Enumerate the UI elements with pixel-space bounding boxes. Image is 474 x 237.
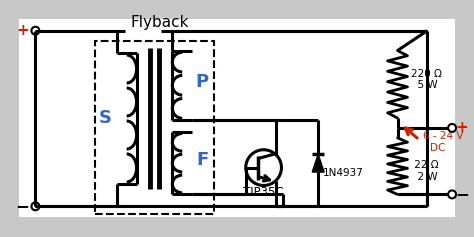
Text: +: + [16, 23, 29, 38]
Text: S: S [99, 109, 111, 127]
Polygon shape [312, 154, 324, 172]
Text: −: − [455, 185, 469, 203]
Text: +: + [456, 120, 468, 135]
Text: F: F [196, 151, 208, 169]
Text: 22 Ω
  2 W: 22 Ω 2 W [411, 160, 439, 182]
Text: TIP35C: TIP35C [243, 186, 284, 199]
Text: 6 - 24 V: 6 - 24 V [423, 131, 464, 141]
Text: P: P [196, 73, 209, 91]
FancyBboxPatch shape [18, 19, 455, 217]
Text: 1N4937: 1N4937 [323, 168, 364, 178]
Text: −: − [16, 197, 29, 215]
Text: DC: DC [430, 143, 446, 153]
Text: Flyback: Flyback [130, 15, 189, 30]
Text: 220 Ω
  5 W: 220 Ω 5 W [411, 68, 442, 90]
